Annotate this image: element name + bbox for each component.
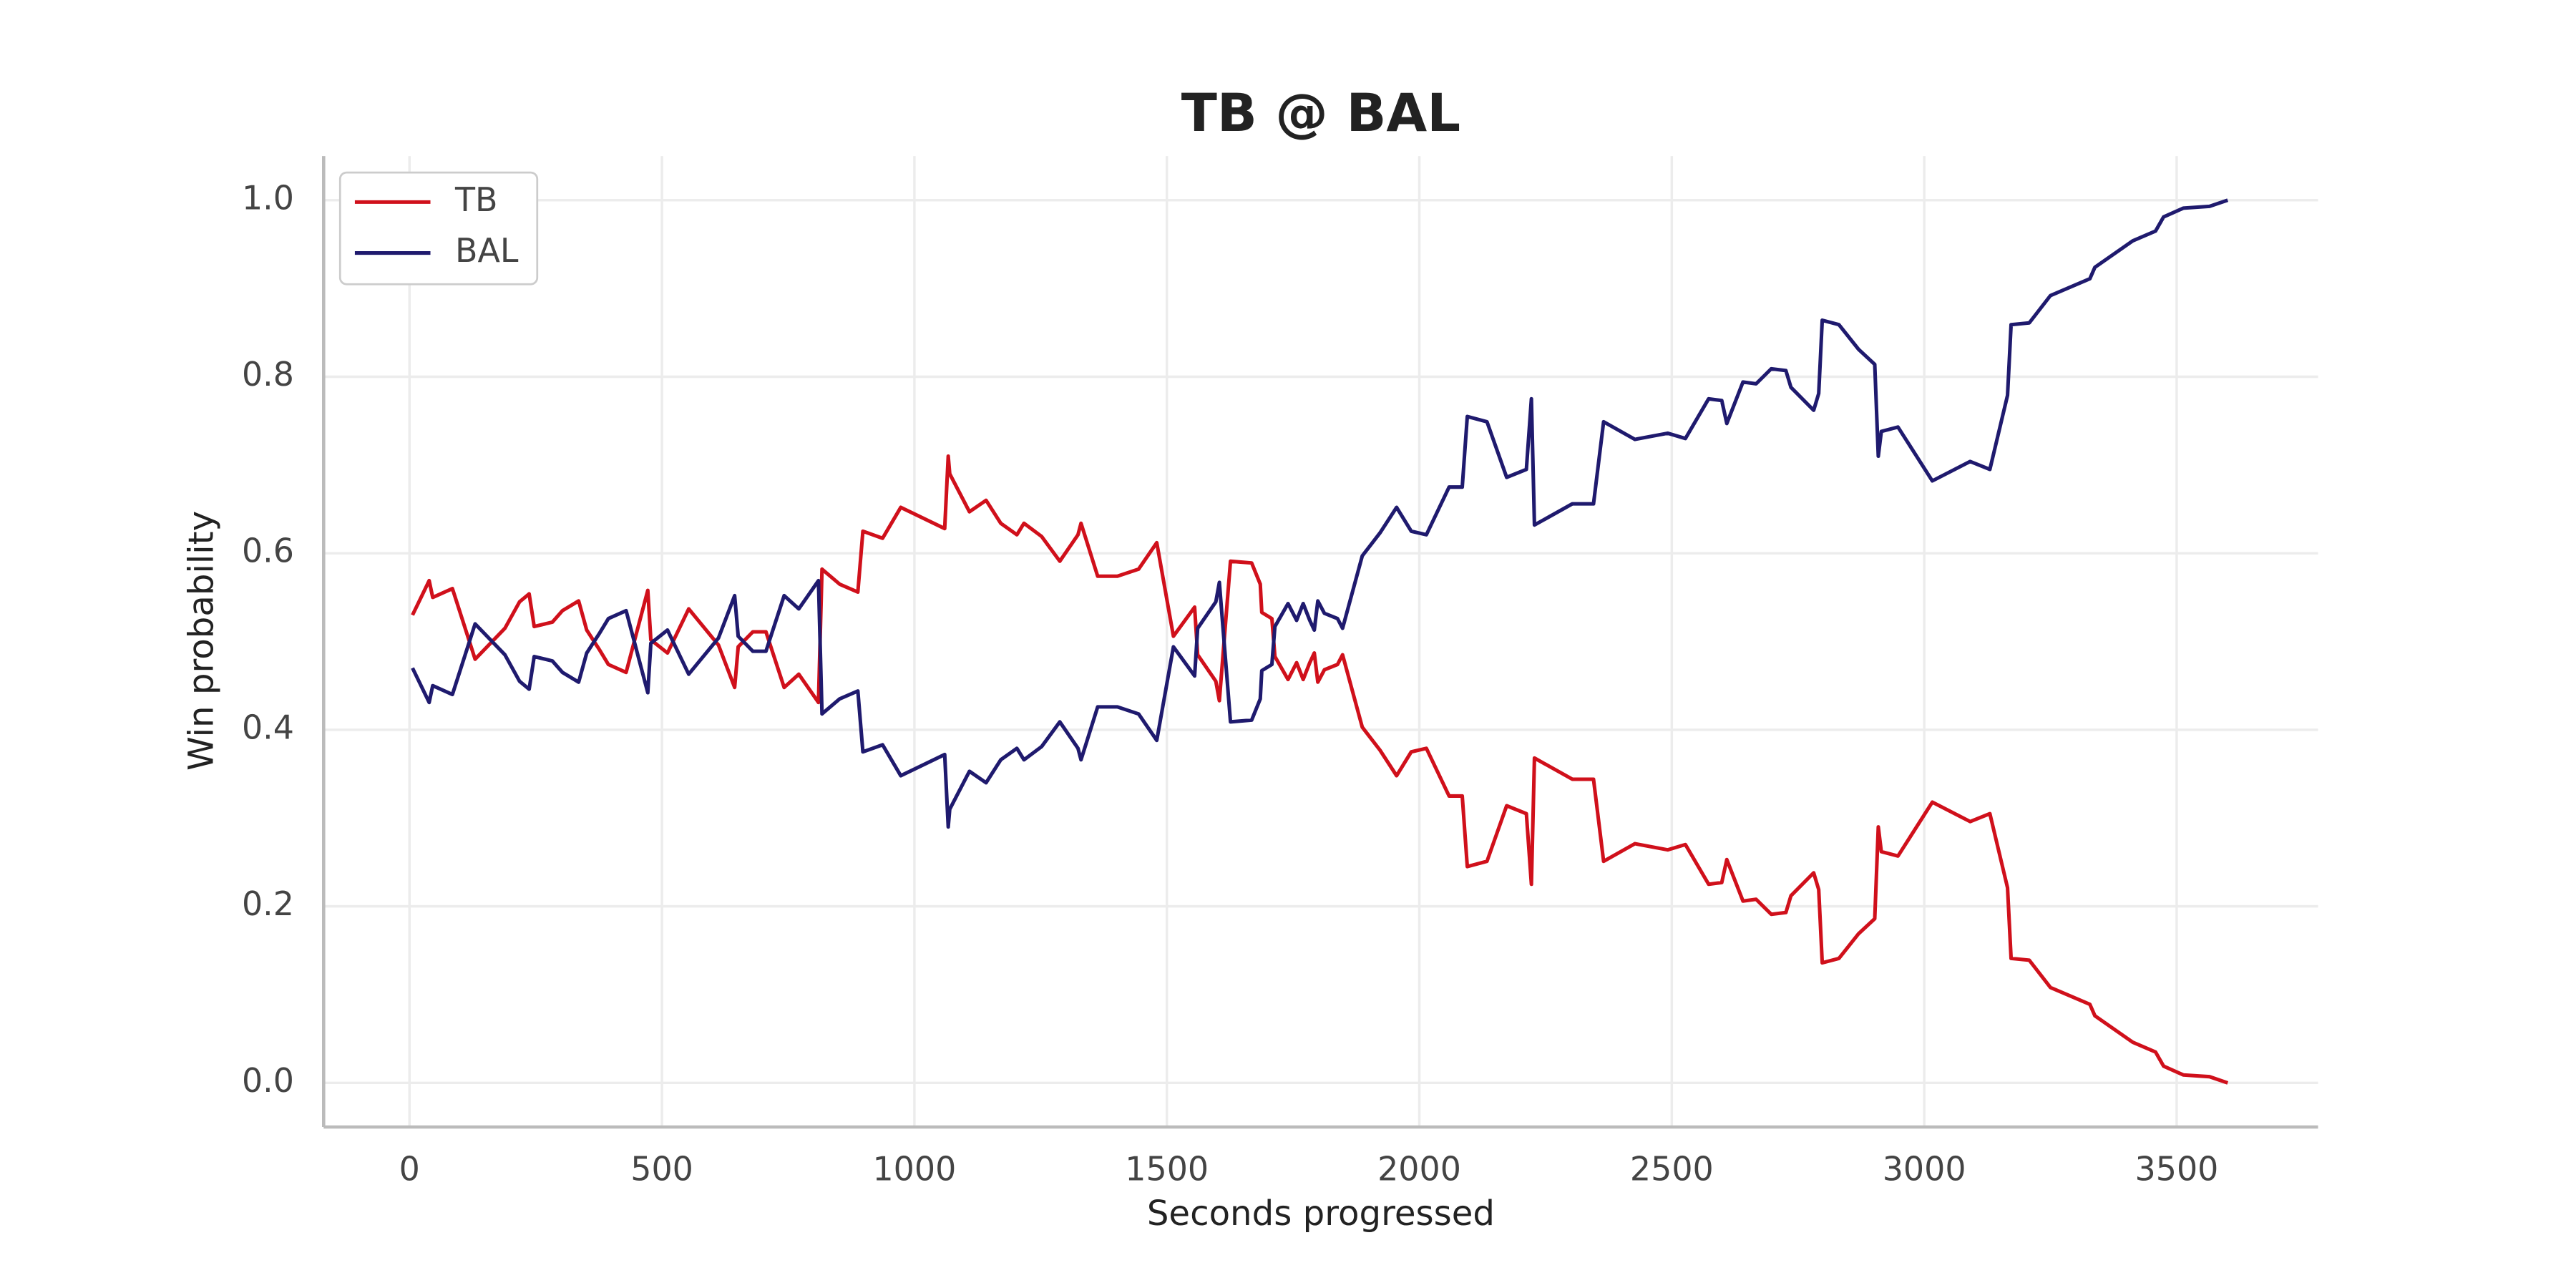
x-tick-label: 3000 xyxy=(1883,1149,1966,1188)
x-tick-label: 500 xyxy=(630,1149,693,1188)
x-tick-label: 1500 xyxy=(1125,1149,1209,1188)
chart-title: TB @ BAL xyxy=(1181,83,1460,144)
legend: TB BAL xyxy=(338,171,539,286)
y-axis-label: Win probability xyxy=(182,511,222,771)
y-tick-label: 0.0 xyxy=(242,1061,294,1100)
x-tick-label: 2500 xyxy=(1630,1149,1714,1188)
y-tick-label: 0.6 xyxy=(242,532,294,570)
series-line xyxy=(411,454,2229,1085)
x-axis-label: Seconds progressed xyxy=(1147,1194,1495,1234)
legend-label: BAL xyxy=(455,231,519,270)
x-tick-label: 0 xyxy=(399,1149,420,1188)
legend-label: TB xyxy=(454,180,498,219)
y-tick-label: 0.8 xyxy=(242,355,294,394)
y-tick-label: 1.0 xyxy=(242,178,294,217)
y-tick-label: 0.2 xyxy=(242,884,294,923)
x-tick-label: 1000 xyxy=(872,1149,956,1188)
x-tick-label: 2000 xyxy=(1377,1149,1461,1188)
y-tick-label: 0.4 xyxy=(242,708,294,746)
x-tick-label: 3500 xyxy=(2135,1149,2219,1188)
series-line xyxy=(411,198,2229,829)
